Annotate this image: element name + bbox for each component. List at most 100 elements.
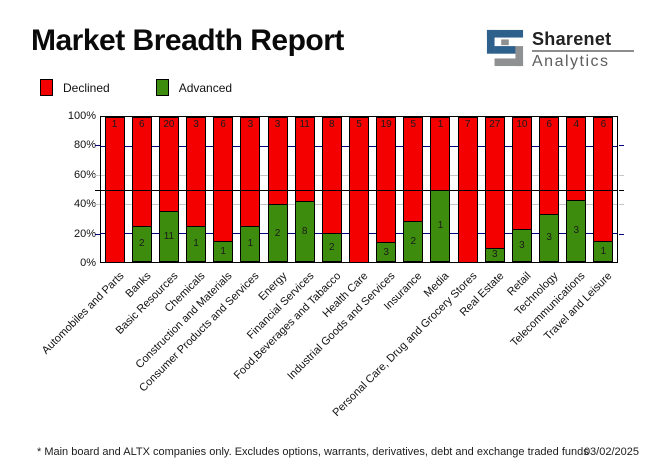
declined-count: 6 [600,119,607,130]
advanced-segment: 11 [158,210,179,262]
declined-color-swatch [40,79,53,96]
declined-segment: 6 [131,117,152,226]
advanced-segment: 2 [403,220,424,262]
advanced-segment: 1 [186,225,207,262]
declined-count: 6 [220,119,226,130]
axis-tick-60 [95,175,100,176]
advanced-count: 1 [247,238,254,250]
declined-segment: 6 [213,117,234,242]
y-tick-label: 20% [73,227,96,240]
legend-label-advanced: Advanced [178,80,233,95]
logo-subtitle: Analytics [532,53,610,70]
y-axis-labels: 100% 80% 60% 40% 20% 0% [0,110,96,269]
declined-count: 5 [356,119,362,130]
declined-count: 4 [573,119,580,130]
logo-text: Sharenet Analytics [532,29,634,71]
bar-industrial-goods-and-services: 19 3 [376,117,397,262]
advanced-count: 2 [329,242,335,253]
declined-segment: 20 [158,117,179,211]
declined-count: 8 [329,119,335,130]
logo-divider [532,50,634,52]
bar-retail: 10 3 [511,117,532,262]
advanced-count: 2 [410,235,417,247]
declined-count: 1 [437,119,444,130]
sharenet-s-logo-icon [486,29,524,67]
advanced-segment: 1 [213,241,234,262]
legend-label-declined: Declined [63,80,110,95]
advanced-segment: 1 [593,241,614,262]
bar-basic-resources: 20 11 [158,117,179,262]
advanced-count: 2 [138,238,145,250]
axis-tick-80 [95,145,100,146]
legend-item-advanced: Advanced [155,79,233,96]
advanced-segment: 3 [484,247,505,262]
axis-tick-20 [619,234,624,235]
axis-tick-50 [619,190,624,191]
advanced-count: 3 [519,239,525,251]
advanced-count: 2 [274,227,281,239]
bar-real-estate: 27 3 [484,117,505,262]
page-title: Market Breadth Report [31,24,344,57]
y-tick-label: 60% [73,168,96,181]
gridline-50 [101,189,617,191]
axis-tick-50 [95,190,100,191]
advanced-color-swatch [155,79,169,96]
advanced-count: 3 [492,249,498,261]
declined-segment: 11 [294,117,315,201]
declined-count: 27 [489,119,501,130]
advanced-segment: 2 [267,204,288,262]
declined-count: 20 [163,119,175,130]
declined-count: 3 [247,119,254,130]
declined-count: 3 [193,119,199,130]
logo-name: Sharenet [532,29,612,49]
axis-tick-40 [619,204,624,205]
advanced-segment: 3 [511,228,532,262]
advanced-count: 8 [301,225,308,237]
declined-segment: 5 [403,117,424,221]
report-date: 03/02/2025 [583,446,639,458]
legend-item-declined: Declined [40,79,110,96]
declined-segment: 6 [593,117,614,242]
advanced-segment: 8 [294,200,315,262]
advanced-count: 1 [600,246,607,258]
advanced-segment: 2 [321,233,342,262]
axis-tick-80 [619,145,624,146]
declined-segment: 3 [240,117,261,226]
declined-segment: 1 [430,117,451,190]
advanced-segment: 3 [539,213,560,262]
y-tick-label: 0% [80,257,96,269]
declined-count: 11 [299,119,310,130]
declined-segment: 19 [376,117,397,243]
chart-legend: Declined Advanced [40,79,232,96]
declined-count: 3 [274,119,281,130]
advanced-count: 1 [193,238,199,250]
declined-segment: 27 [484,117,505,248]
declined-count: 10 [516,119,528,130]
declined-count: 19 [380,119,392,130]
advanced-count: 11 [163,230,175,242]
declined-count: 6 [138,119,145,130]
declined-segment: 3 [186,117,207,226]
axis-tick-60 [619,175,624,176]
advanced-count: 1 [437,220,444,232]
y-tick-label: 40% [73,198,96,211]
advanced-count: 3 [546,232,552,244]
footnote: * Main board and ALTX companies only. Ex… [37,446,589,458]
advanced-segment: 3 [376,242,397,262]
declined-count: 6 [546,119,552,130]
advanced-segment: 1 [430,189,451,262]
declined-segment: 8 [321,117,342,233]
y-tick-label: 80% [73,139,96,152]
advanced-count: 3 [573,225,580,237]
